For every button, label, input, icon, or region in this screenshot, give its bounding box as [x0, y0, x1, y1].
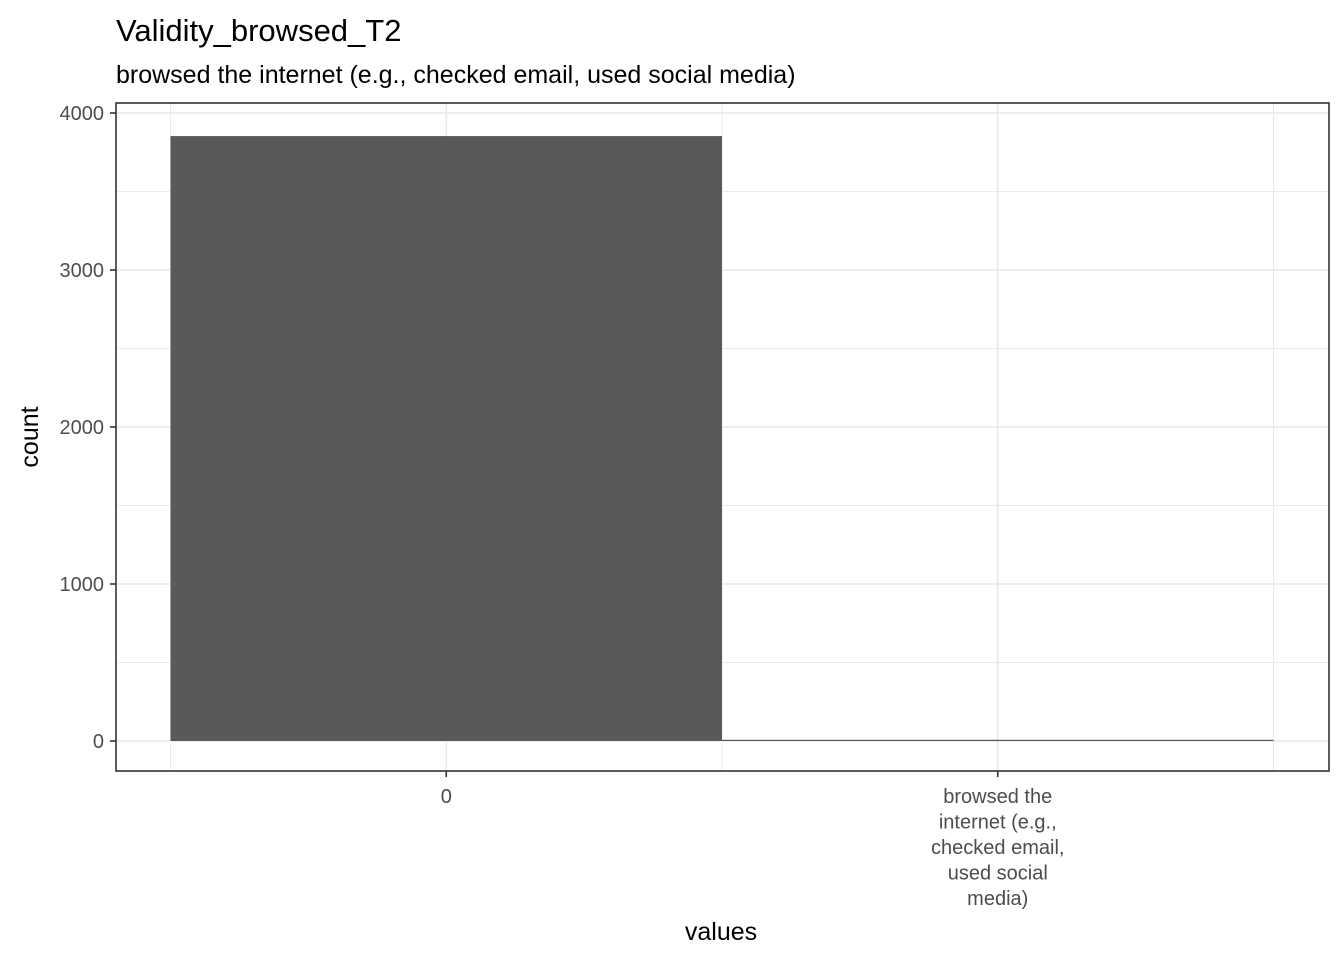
bar-1 [722, 739, 1274, 741]
x-tick-label-line: 0 [441, 786, 452, 808]
axes: 0 1000 2000 3000 4000 0 browsed the internet (e… [60, 103, 1065, 910]
panel-border [115, 102, 1330, 772]
x-axis-title: values [685, 918, 757, 946]
y-tick-label: 1000 [60, 574, 105, 596]
chart-subtitle: browsed the internet (e.g., checked emai… [116, 61, 796, 89]
bar-0 [170, 136, 722, 742]
y-tick-label: 2000 [60, 417, 105, 439]
x-tick-label-line: checked email, [931, 837, 1064, 859]
y-tick-label: 0 [93, 731, 104, 753]
x-tick-label-line: internet (e.g., [939, 812, 1057, 834]
x-tick-label: browsed the internet (e.g., checked email,… [931, 786, 1064, 910]
chart-title: Validity_browsed_T2 [116, 13, 401, 48]
y-axis-title: count [16, 406, 44, 467]
x-tick-label-line: media) [967, 888, 1028, 910]
bars [170, 136, 1274, 742]
x-tick-label-line: browsed the [943, 786, 1052, 808]
x-tick-label: 0 [441, 786, 452, 808]
x-tick-label-line: used social [948, 863, 1048, 885]
y-tick-label: 4000 [60, 103, 105, 125]
y-tick-label: 3000 [60, 260, 105, 282]
